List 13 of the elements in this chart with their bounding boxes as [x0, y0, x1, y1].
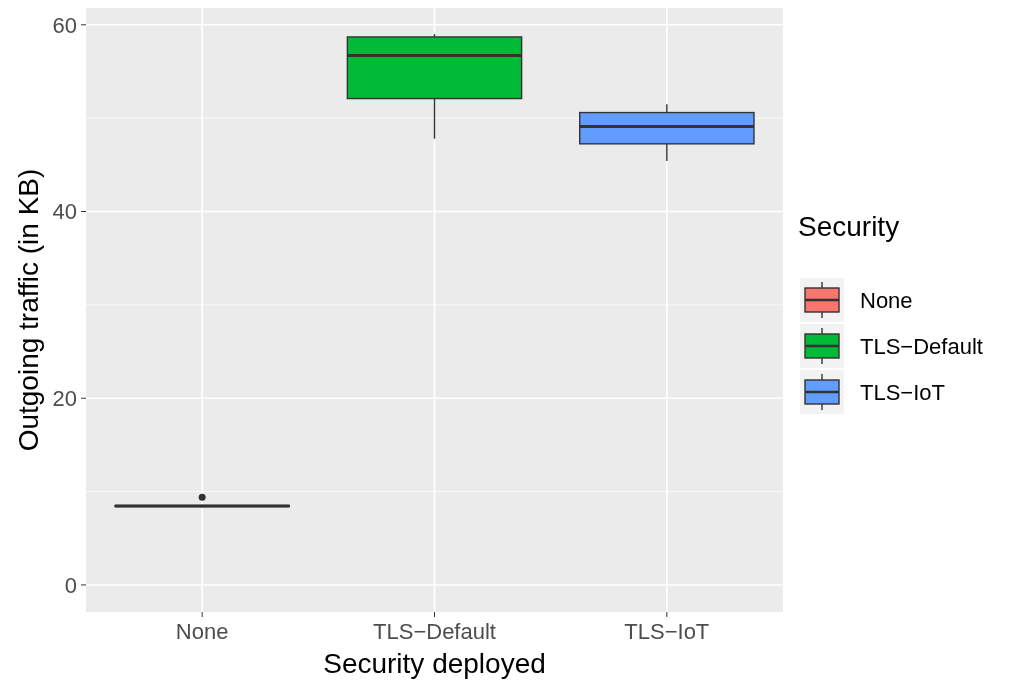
legend-label: None — [860, 287, 913, 313]
y-tick-label: 20 — [52, 385, 77, 411]
y-tick-label: 40 — [52, 199, 77, 225]
x-tick-label: None — [175, 619, 229, 644]
y-axis-title: Outgoing traffic (in KB) — [13, 168, 44, 452]
x-tick-label: TLS−IoT — [624, 619, 710, 644]
legend-title: Security — [798, 211, 900, 242]
x-tick-label: TLS−Default — [373, 619, 496, 644]
legend-label: TLS−IoT — [860, 379, 945, 405]
legend-label: TLS−Default — [860, 333, 983, 359]
y-tick-label: 60 — [52, 12, 77, 38]
x-axis-title: Security deployed — [323, 648, 546, 679]
y-tick-label: 0 — [64, 572, 77, 598]
